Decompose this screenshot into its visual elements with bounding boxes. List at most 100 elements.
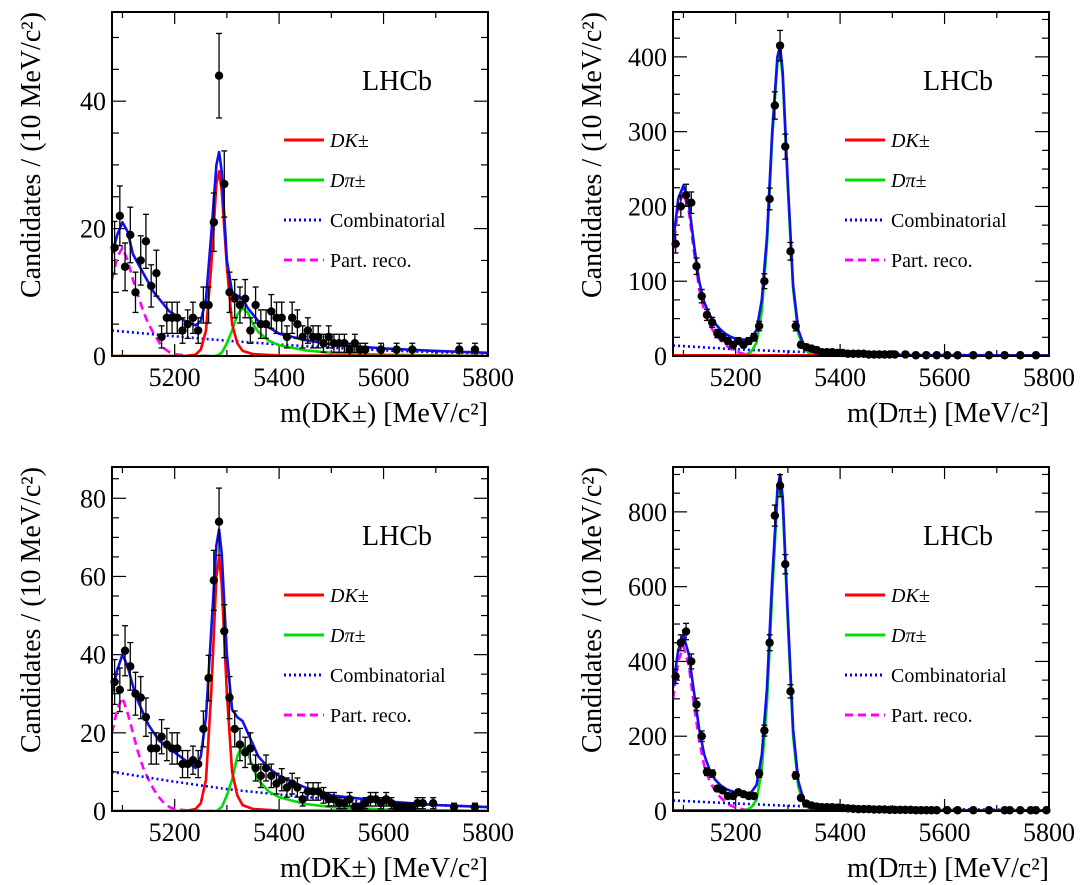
marker bbox=[770, 511, 780, 520]
panel-2: 5200 5400 5600 5800 0 100 200 300 400 LHCb DK± Dπ± C… bbox=[577, 11, 1075, 429]
marker bbox=[781, 142, 790, 151]
data-point bbox=[235, 286, 245, 324]
data-point bbox=[681, 183, 691, 207]
marker bbox=[455, 345, 464, 354]
data-point bbox=[418, 797, 427, 810]
marker bbox=[188, 313, 198, 322]
data-point bbox=[267, 293, 276, 329]
data-point bbox=[199, 710, 208, 748]
data-points bbox=[671, 474, 1051, 815]
marker bbox=[173, 313, 182, 322]
data-point bbox=[287, 301, 297, 335]
marker bbox=[890, 350, 900, 359]
data-points bbox=[110, 487, 480, 812]
data-point bbox=[692, 697, 701, 712]
legend-label-dpi: Dπ± bbox=[329, 170, 365, 192]
curve-part bbox=[673, 645, 788, 811]
marker bbox=[120, 262, 130, 272]
data-point bbox=[786, 241, 795, 261]
data-point bbox=[204, 654, 213, 702]
curve-part bbox=[112, 696, 227, 811]
marker bbox=[126, 662, 135, 671]
data-point bbox=[136, 675, 145, 720]
data-point bbox=[225, 675, 234, 720]
data-point bbox=[770, 504, 780, 527]
marker bbox=[157, 732, 166, 741]
marker bbox=[775, 41, 785, 50]
marker bbox=[314, 332, 323, 342]
y-ticks: 0 100 200 300 400 bbox=[628, 18, 1049, 371]
marker bbox=[178, 326, 187, 335]
data-point bbox=[173, 732, 182, 765]
x-tick-label: 5200 bbox=[149, 363, 201, 392]
marker bbox=[707, 769, 717, 778]
data-point bbox=[350, 333, 360, 353]
marker bbox=[240, 294, 250, 303]
marker bbox=[261, 763, 271, 773]
data-point bbox=[765, 187, 774, 211]
data-point bbox=[188, 745, 198, 775]
marker bbox=[152, 268, 161, 278]
data-point bbox=[251, 754, 260, 782]
x-ticks: 5200 5400 5600 5800 bbox=[682, 12, 1075, 392]
legend: DK± Dπ± Combinatorial Part. reco. bbox=[845, 130, 1007, 272]
marker bbox=[303, 326, 313, 335]
y-tick-label: 200 bbox=[628, 722, 667, 751]
marker bbox=[692, 700, 701, 709]
marker bbox=[901, 350, 910, 359]
data-point bbox=[786, 684, 795, 699]
data-point bbox=[157, 719, 166, 755]
data-point bbox=[115, 667, 125, 713]
y-tick-label: 100 bbox=[628, 267, 667, 296]
x-axis-label: m(Dπ±) [MeV/c²] bbox=[847, 853, 1049, 884]
x-tick-label: 5600 bbox=[358, 818, 410, 847]
experiment-label: LHCb bbox=[923, 521, 993, 552]
data-point bbox=[141, 697, 151, 737]
y-axis-label: Candidates / (10 MeV/c²) bbox=[577, 12, 608, 298]
marker bbox=[235, 740, 245, 749]
marker bbox=[775, 481, 785, 490]
x-tick-label: 5600 bbox=[358, 363, 410, 392]
data-point bbox=[681, 622, 691, 641]
marker bbox=[796, 793, 806, 803]
data-point bbox=[220, 150, 229, 218]
marker bbox=[131, 288, 140, 297]
x-tick-label: 5800 bbox=[462, 363, 514, 392]
data-point bbox=[754, 320, 764, 332]
panel-4: 5200 5400 5600 5800 0 200 400 600 800 LHCb DK± Dπ± C… bbox=[577, 466, 1075, 884]
legend-label-dpi: Dπ± bbox=[890, 625, 926, 647]
marker bbox=[692, 262, 701, 271]
data-point bbox=[225, 271, 234, 314]
marker bbox=[230, 294, 239, 303]
x-ticks: 5200 5400 5600 5800 bbox=[121, 12, 514, 392]
data-point bbox=[760, 724, 769, 737]
y-axis-label: Candidates / (10 MeV/c²) bbox=[16, 467, 47, 753]
marker bbox=[697, 732, 706, 741]
marker bbox=[204, 300, 213, 310]
data-point bbox=[193, 749, 203, 779]
marker bbox=[718, 786, 727, 795]
legend-label-comb: Combinatorial bbox=[330, 210, 446, 232]
marker bbox=[418, 798, 427, 808]
x-tick-label: 5200 bbox=[710, 818, 762, 847]
x-tick-label: 5800 bbox=[1023, 363, 1075, 392]
legend-label-comb: Combinatorial bbox=[330, 665, 446, 687]
legend-label-dpi: Dπ± bbox=[890, 170, 926, 192]
marker bbox=[770, 101, 780, 110]
data-point bbox=[126, 641, 135, 691]
y-ticks: 0 200 400 600 800 bbox=[628, 473, 1049, 826]
marker bbox=[749, 791, 759, 801]
marker bbox=[428, 798, 438, 808]
marker bbox=[702, 310, 712, 320]
legend-label-part: Part. reco. bbox=[330, 705, 412, 727]
data-point bbox=[734, 336, 743, 346]
marker bbox=[324, 332, 333, 342]
marker bbox=[697, 291, 706, 301]
x-tick-label: 5800 bbox=[1023, 818, 1075, 847]
marker bbox=[146, 281, 156, 291]
data-point bbox=[687, 191, 696, 215]
marker bbox=[408, 345, 417, 354]
data-point bbox=[183, 309, 192, 340]
data-point bbox=[267, 763, 276, 789]
data-point bbox=[303, 317, 313, 344]
